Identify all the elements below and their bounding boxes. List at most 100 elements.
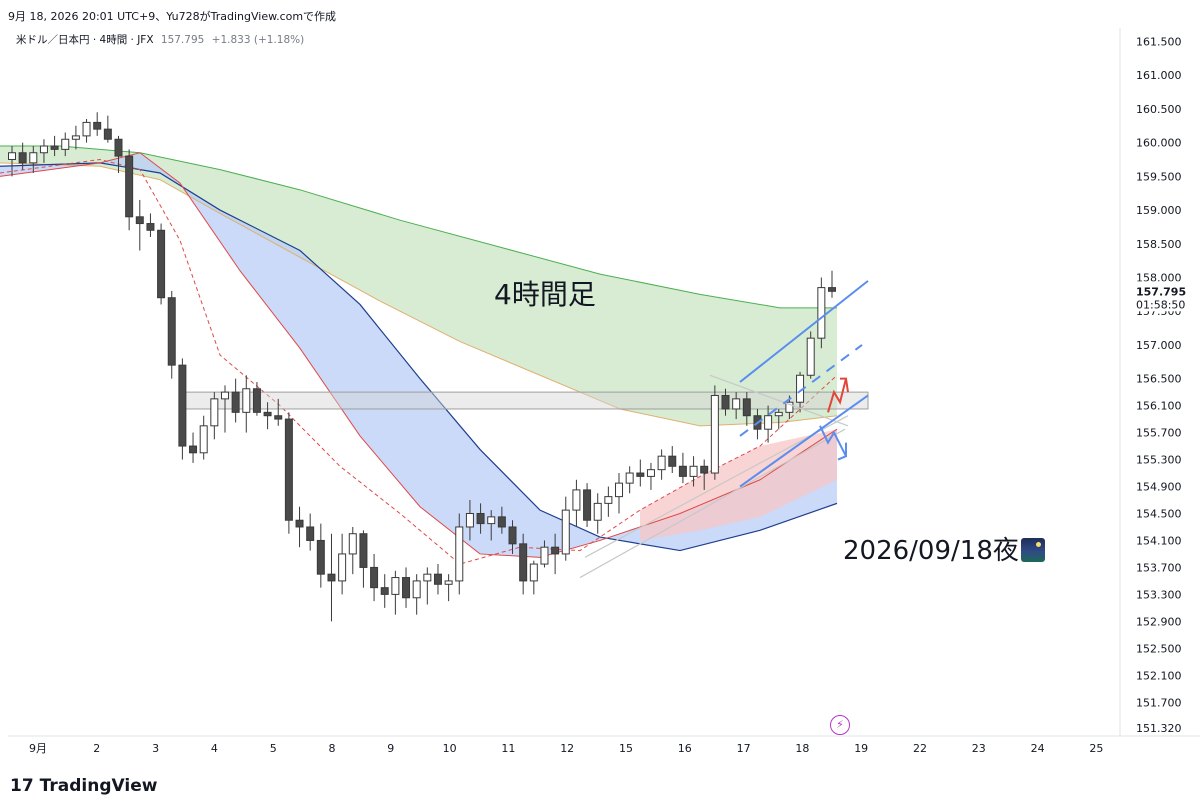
series-line: [0, 162, 838, 552]
y-tick-label: 152.100: [1136, 669, 1182, 682]
candle-body: [167, 297, 176, 366]
candle-body: [284, 418, 293, 521]
candle-body: [732, 398, 741, 410]
candle-body: [625, 472, 634, 484]
candle-body: [157, 229, 166, 299]
candle-body: [497, 516, 506, 528]
candle-body: [668, 455, 677, 467]
candle-body: [135, 216, 144, 225]
channel-line-gray: [584, 415, 849, 558]
candle-body: [700, 465, 709, 474]
x-tick-label: 9月: [29, 742, 47, 755]
price-tag-bg: [1122, 281, 1194, 312]
candle-body: [242, 388, 251, 413]
ichimoku-cloud-green: [0, 146, 837, 426]
series-line: [0, 158, 838, 565]
symbol-name: 米ドル／日本円 · 4時間 · JFX: [16, 34, 154, 46]
y-tick-label: 158.500: [1136, 238, 1182, 251]
candle-body: [338, 553, 347, 582]
candle-body: [71, 135, 80, 140]
candle-body: [433, 573, 442, 585]
arrow-down-blue-head: [837, 442, 847, 461]
candle-body: [774, 411, 783, 417]
candle-body: [412, 580, 421, 599]
candle-body: [93, 121, 102, 130]
candle-body: [29, 152, 38, 164]
candle-body: [189, 445, 198, 454]
symbol-legend[interactable]: 米ドル／日本円 · 4時間 · JFX 157.795 +1.833 (+1.1…: [16, 32, 304, 47]
x-tick-label: 15: [619, 742, 633, 755]
candle-body: [721, 394, 730, 410]
candle-body: [487, 516, 496, 525]
candle-body: [359, 533, 368, 568]
candle-body: [18, 152, 27, 164]
candle-body: [689, 465, 698, 477]
x-tick-label: 9: [387, 742, 394, 755]
candle-body: [316, 539, 325, 575]
candle-body: [103, 128, 112, 140]
x-tick-label: 2: [93, 742, 100, 755]
tradingview-logo[interactable]: 17 TradingView: [10, 776, 157, 796]
y-tick-label: 156.500: [1136, 373, 1182, 386]
lightning-icon[interactable]: ⚡: [830, 715, 850, 735]
candle-body: [455, 526, 464, 582]
candle-body: [806, 337, 815, 376]
candle-body: [508, 526, 517, 545]
y-tick-label: 151.320: [1136, 722, 1182, 735]
candle-body: [146, 223, 155, 231]
candle-body: [8, 152, 16, 160]
candle-body: [327, 573, 336, 582]
candle-body: [39, 145, 48, 154]
candle-body: [742, 398, 751, 417]
candle-body: [199, 425, 208, 454]
y-tick-label: 154.500: [1136, 507, 1182, 520]
candle-body: [678, 465, 687, 477]
candle-body: [828, 287, 836, 292]
y-tick-label: 160.500: [1136, 103, 1182, 116]
y-tick-label: 151.700: [1136, 696, 1182, 709]
candle-body: [114, 138, 123, 157]
candle-body: [348, 533, 357, 555]
x-tick-label: 23: [972, 742, 986, 755]
y-tick-label: 154.900: [1136, 481, 1182, 494]
candle-body: [710, 394, 719, 474]
x-tick-label: 12: [560, 742, 574, 755]
candle-body: [615, 482, 624, 498]
candle-body: [657, 455, 666, 471]
x-tick-label: 19: [854, 742, 868, 755]
candle-body: [252, 388, 261, 413]
series-line: [0, 152, 838, 558]
x-tick-label: 24: [1031, 742, 1045, 755]
candle-body: [274, 415, 283, 420]
candle-body: [604, 496, 613, 504]
candle-body: [391, 577, 400, 595]
candle-body: [306, 526, 315, 541]
candle-body: [583, 489, 592, 521]
y-tick-label: 154.100: [1136, 534, 1182, 547]
y-tick-label: 155.300: [1136, 454, 1182, 467]
price-change: +1.833 (+1.18%): [211, 34, 305, 46]
candle-body: [263, 411, 272, 417]
x-tick-label: 22: [913, 742, 927, 755]
x-tick-label: 10: [443, 742, 457, 755]
y-tick-label: 153.300: [1136, 588, 1182, 601]
x-tick-label: 5: [270, 742, 277, 755]
candle-body: [519, 543, 528, 582]
candle-body: [817, 287, 826, 339]
date-annotation-text: 2026/09/18夜: [843, 536, 1019, 566]
last-price-label: 157.795: [1136, 285, 1186, 298]
x-tick-label: 3: [152, 742, 159, 755]
candle-body: [540, 546, 549, 565]
channel-line-gray: [579, 428, 846, 579]
y-tick-label: 159.500: [1136, 170, 1182, 183]
y-tick-label: 161.000: [1136, 69, 1182, 82]
trend-line-middle: [739, 344, 863, 437]
x-tick-label: 8: [329, 742, 336, 755]
candle-body: [82, 121, 91, 137]
trend-line-upper: [739, 280, 869, 383]
candle-body: [61, 138, 70, 150]
candle-body: [231, 391, 240, 413]
countdown-label: 01:58:50: [1136, 298, 1185, 311]
